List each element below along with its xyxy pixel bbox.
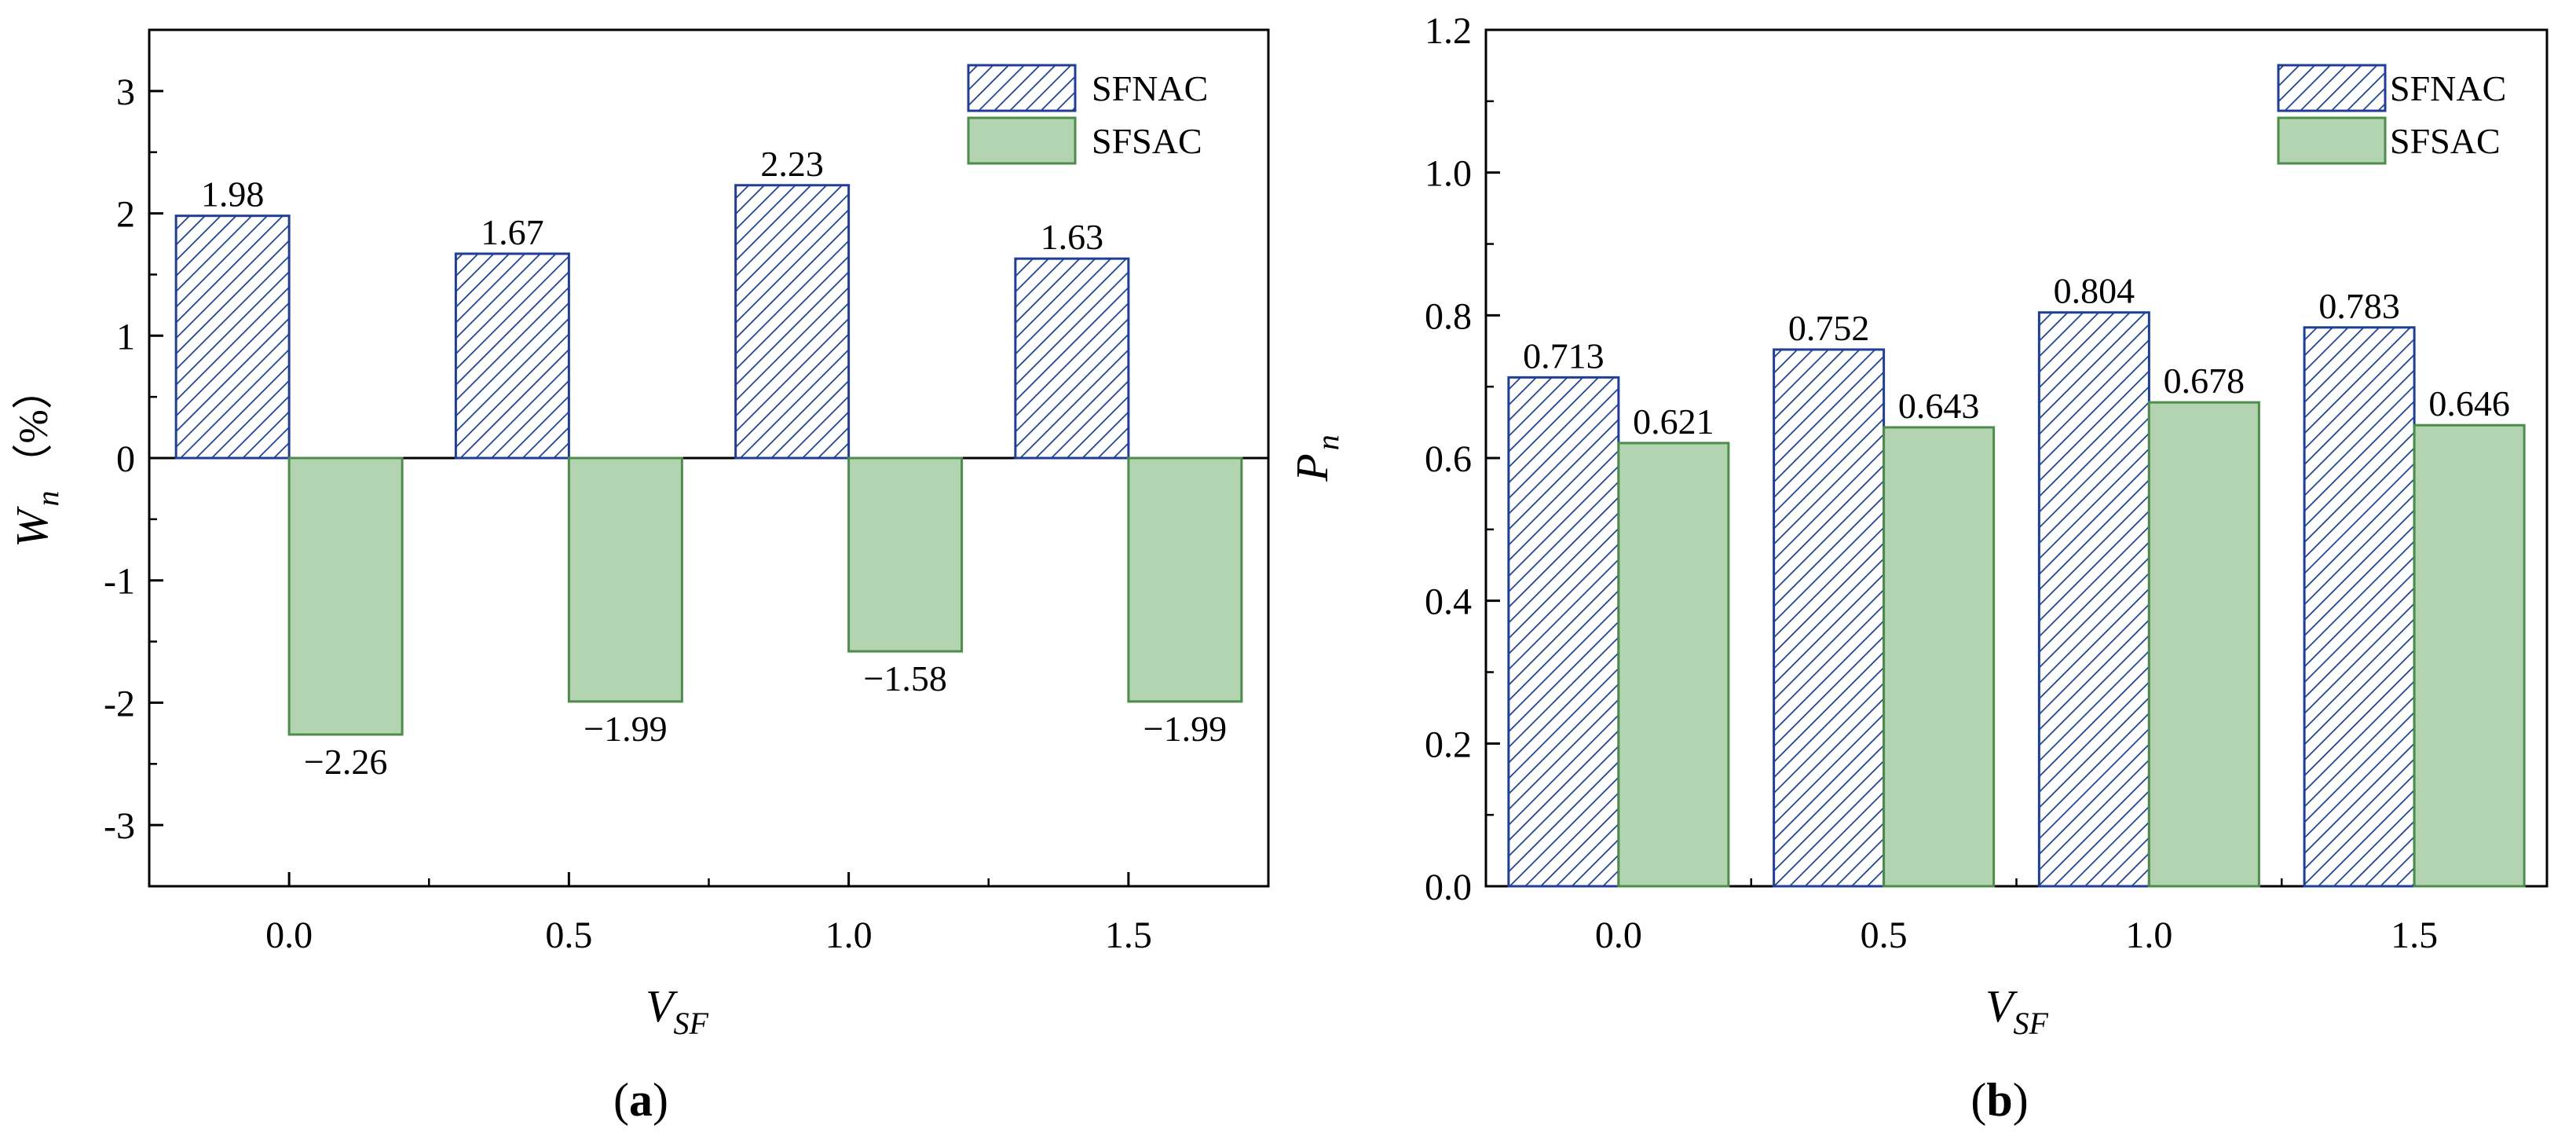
y-tick-label: 3 — [116, 71, 135, 113]
x-tick-label: 1.5 — [2391, 915, 2438, 956]
y-tick-label: 1.2 — [1425, 10, 1472, 52]
sfsac-bar-label: 0.646 — [2428, 383, 2510, 423]
sfnac-bar-label: 0.713 — [1523, 335, 1605, 376]
panel-label: (a) — [613, 1074, 668, 1126]
sfsac-bar-label: 0.621 — [1633, 401, 1714, 442]
sfnac-bar-label: 0.804 — [2054, 271, 2135, 311]
sfsac-bar-label: −1.99 — [584, 709, 667, 749]
chart-panel-a: -3 -2 -1 0 1 2 3 0.0 0.5 1.0 1.5 1.98 1.67 2.23 1.63 −2… — [6, 28, 1270, 1126]
sfnac-bar — [2303, 326, 2416, 888]
x-tick-label: 1.0 — [825, 915, 873, 956]
sfsac-bar — [1127, 456, 1243, 703]
sfsac-bar — [2413, 423, 2526, 888]
panel-label: (b) — [1970, 1074, 2028, 1126]
y-tick-label: 0.2 — [1425, 724, 1472, 765]
y-axis-title: Pn — [1286, 434, 1345, 482]
legend-label-sfsac: SFSAC — [2390, 121, 2501, 161]
x-tick-label: 0.0 — [265, 915, 313, 956]
sfnac-bar-label: 1.98 — [201, 174, 265, 214]
legend-swatch-sfnac — [967, 64, 1077, 112]
sfnac-bar — [1507, 376, 1620, 888]
y-axis-title: Wn（%） — [6, 368, 65, 548]
legend-label-sfnac: SFNAC — [1092, 68, 1208, 108]
sfsac-bar — [567, 456, 683, 703]
sfsac-bar — [1617, 442, 1730, 888]
sfsac-bar-label: 0.643 — [1898, 386, 1980, 426]
sfnac-bar — [1014, 257, 1130, 460]
y-tick-label: -3 — [104, 805, 135, 847]
y-tick-label: -1 — [104, 561, 135, 603]
sfsac-bar-label: −2.26 — [304, 742, 387, 782]
sfnac-bar — [734, 184, 851, 460]
sfnac-bar — [1773, 348, 1886, 888]
y-tick-label: 0.6 — [1425, 438, 1472, 480]
sfnac-bar-label: 0.752 — [1788, 308, 1870, 348]
x-axis-title: VSF — [1985, 981, 2048, 1041]
y-tick-label: 0.8 — [1425, 295, 1472, 337]
sfnac-bar-label: 0.783 — [2318, 286, 2400, 326]
sfnac-bar-label: 1.63 — [1041, 217, 1104, 257]
y-tick-label: 1 — [116, 316, 135, 357]
sfsac-bar — [847, 456, 964, 653]
y-tick-label: 1.0 — [1425, 153, 1472, 195]
legend-swatch-sfsac — [2277, 116, 2387, 165]
sfsac-bar — [287, 456, 404, 736]
y-tick-label: 2 — [116, 194, 135, 236]
legend-swatch-sfnac — [2277, 64, 2387, 112]
legend-label-sfsac: SFSAC — [1092, 121, 1202, 161]
sfsac-bar-label: 0.678 — [2164, 361, 2245, 401]
x-tick-label: 1.0 — [2125, 915, 2172, 956]
x-tick-label: 0.5 — [545, 915, 592, 956]
legend-label-sfnac: SFNAC — [2390, 68, 2506, 108]
sfnac-bar — [454, 252, 570, 460]
sfnac-bar — [174, 214, 291, 460]
y-tick-label: 0.0 — [1425, 867, 1472, 908]
sfsac-bar-label: −1.99 — [1143, 709, 1227, 749]
x-tick-label: 1.5 — [1105, 915, 1152, 956]
legend-swatch-sfsac — [967, 116, 1077, 165]
sfnac-bar-label: 2.23 — [760, 144, 824, 184]
y-tick-label: 0.4 — [1425, 581, 1472, 623]
y-tick-label: -2 — [104, 683, 135, 724]
sfsac-bar — [2147, 401, 2260, 888]
x-tick-label: 0.0 — [1595, 915, 1642, 956]
chart-panel-b: 0.0 0.2 0.4 0.6 0.8 1.0 1.2 0.0 0.5 1.0 1.5 0.713 0.… — [1286, 10, 2549, 1126]
x-tick-label: 0.5 — [1861, 915, 1908, 956]
sfnac-bar — [2037, 311, 2150, 888]
sfnac-bar-label: 1.67 — [481, 212, 544, 252]
sfsac-bar-label: −1.58 — [863, 658, 946, 698]
x-axis-title: VSF — [646, 981, 708, 1041]
y-tick-label: 0 — [116, 438, 135, 480]
sfsac-bar — [1883, 426, 1996, 888]
